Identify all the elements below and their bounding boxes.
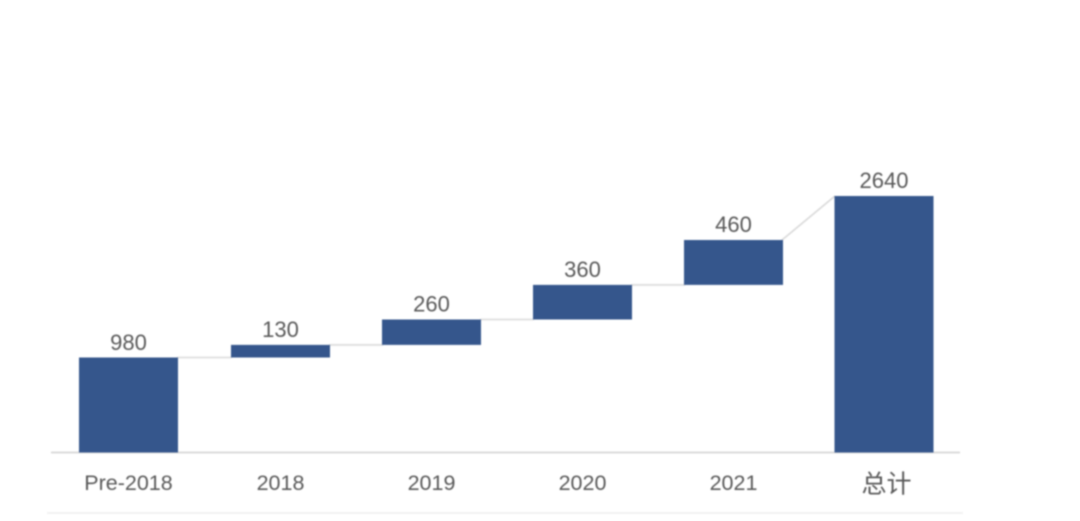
svg-text:2020: 2020 xyxy=(559,471,607,495)
svg-text:Pre-2018: Pre-2018 xyxy=(84,471,172,495)
svg-text:260: 260 xyxy=(413,292,450,317)
svg-text:2640: 2640 xyxy=(860,168,909,193)
svg-text:2021: 2021 xyxy=(710,471,758,495)
svg-text:980: 980 xyxy=(110,330,147,355)
svg-text:2018: 2018 xyxy=(257,471,305,495)
svg-text:2019: 2019 xyxy=(408,471,456,495)
svg-text:360: 360 xyxy=(564,257,601,282)
svg-text:460: 460 xyxy=(715,212,752,237)
svg-text:130: 130 xyxy=(262,317,299,342)
svg-text:总计: 总计 xyxy=(861,471,911,499)
